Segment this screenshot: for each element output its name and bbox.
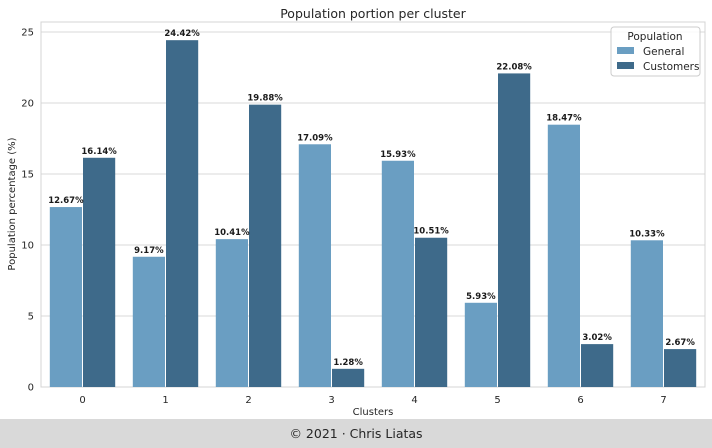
footer-text: © 2021 · Chris Liatas (289, 426, 423, 441)
bar-general-7 (630, 240, 663, 387)
bars (49, 40, 697, 388)
bar-customers-1 (166, 40, 199, 388)
bar-general-0 (49, 207, 82, 387)
data-label: 9.17% (134, 246, 164, 256)
bar-chart: Population portion per cluster 12.67%9.1… (7, 6, 706, 418)
x-tick-label: 0 (79, 395, 85, 406)
legend-label-general: General (643, 46, 684, 58)
x-tick-label: 3 (328, 395, 334, 406)
y-tick-label: 15 (21, 169, 34, 180)
data-label: 5.93% (466, 292, 496, 302)
legend: Population General Customers (610, 26, 701, 77)
x-tick-label: 1 (162, 395, 168, 406)
data-label: 1.28% (333, 358, 363, 368)
footer-credit: © 2021 · Chris Liatas (0, 419, 712, 448)
bar-general-3 (298, 144, 331, 387)
x-axis-title: Clusters (353, 407, 394, 418)
legend-swatch-general (617, 47, 634, 54)
legend-swatch-customers (617, 62, 634, 69)
data-label: 2.67% (665, 338, 695, 348)
x-axis-ticks: 0 1 2 3 4 5 6 7 (79, 395, 666, 406)
data-label: 15.93% (380, 150, 416, 160)
bar-general-2 (215, 239, 248, 387)
bar-general-6 (547, 124, 580, 388)
plot-frame (40, 21, 706, 388)
chart-title: Population portion per cluster (280, 6, 466, 21)
data-label: 22.08% (496, 62, 532, 72)
y-axis-ticks: 0 5 10 15 20 25 (21, 27, 34, 393)
bar-general-5 (464, 302, 497, 387)
y-tick-label: 10 (21, 240, 34, 251)
data-label: 18.47% (546, 114, 582, 124)
y-tick-label: 20 (21, 98, 34, 109)
data-labels: 12.67% 9.17% 10.41% 17.09% 15.93% 5.93% 18.47%… (48, 29, 695, 368)
legend-title: Population (627, 31, 682, 43)
x-tick-label: 4 (411, 395, 417, 406)
data-label: 3.02% (582, 333, 612, 343)
y-tick-label: 5 (28, 311, 34, 322)
data-label: 10.41% (214, 228, 250, 238)
bar-customers-6 (581, 344, 614, 387)
data-label: 19.88% (247, 94, 283, 104)
legend-label-customers: Customers (643, 61, 699, 73)
data-label: 16.14% (81, 147, 117, 157)
bar-customers-0 (83, 157, 116, 387)
data-label: 17.09% (297, 133, 333, 143)
data-label: 24.42% (164, 29, 200, 39)
bar-customers-5 (498, 73, 531, 388)
y-tick-label: 0 (28, 383, 34, 394)
bar-general-4 (381, 160, 414, 387)
grid-lines (41, 31, 705, 317)
y-axis-title: Population percentage (%) (7, 137, 18, 270)
x-tick-label: 5 (494, 395, 500, 406)
x-tick-label: 6 (577, 395, 583, 406)
bar-customers-7 (664, 349, 697, 387)
data-label: 12.67% (48, 196, 84, 206)
bar-customers-4 (415, 237, 448, 387)
y-tick-label: 25 (21, 27, 34, 38)
x-tick-label: 7 (660, 395, 666, 406)
bar-customers-2 (249, 104, 282, 387)
data-label: 10.51% (413, 227, 449, 237)
x-tick-label: 2 (245, 395, 251, 406)
data-label: 10.33% (629, 229, 665, 239)
bar-customers-3 (332, 368, 365, 387)
bar-general-1 (132, 256, 165, 387)
